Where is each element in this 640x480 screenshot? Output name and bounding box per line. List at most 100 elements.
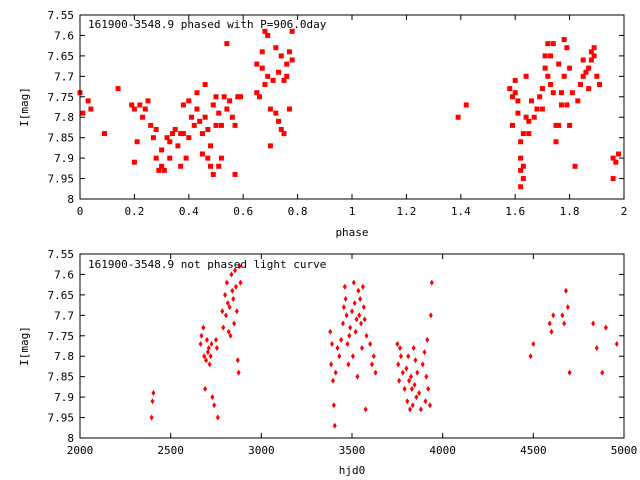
data-point [553,139,559,145]
data-point [556,122,562,128]
data-point [220,308,225,315]
data-point [463,102,469,108]
data-point [420,361,425,368]
data-point [591,53,597,59]
data-point [586,86,592,92]
x-tick-label: 1.8 [560,205,580,218]
phased-chart-xlabel: phase [335,226,368,239]
data-point [558,102,564,108]
data-point [408,406,413,413]
phased-chart-ylabel: I[mag] [18,87,31,127]
data-point [523,73,529,79]
x-tick-label: 0.8 [288,205,308,218]
data-point [364,332,369,339]
data-point [206,345,211,352]
data-point [358,295,363,302]
data-point [164,135,170,141]
data-point [129,102,135,108]
data-point [254,90,260,96]
x-tick-label: 4000 [429,444,456,457]
data-point [423,398,428,405]
data-point [351,279,356,286]
data-point [150,398,155,405]
data-point [362,316,367,323]
data-point [575,98,581,104]
data-point [428,312,433,319]
data-point [161,167,167,173]
data-point [262,28,268,34]
data-point [330,340,335,347]
y-tick-label: 7.75 [48,91,75,104]
data-point [180,131,186,137]
data-point [223,312,228,319]
data-point [140,114,146,120]
data-point [205,155,211,161]
data-point [398,345,403,352]
phased-chart-points [77,28,622,190]
data-point [227,304,232,311]
data-point [232,171,238,177]
data-point [194,90,200,96]
data-point [203,385,208,392]
data-point [534,106,540,112]
x-tick-label: 4500 [520,444,547,457]
data-point [234,308,239,315]
data-point [199,151,205,157]
data-point [198,340,203,347]
data-point [150,135,156,141]
data-point [410,402,415,409]
data-point [267,143,273,149]
data-point [507,86,513,92]
data-point [221,94,227,100]
data-point [175,143,181,149]
data-point [526,118,532,124]
data-point [347,332,352,339]
data-point [408,373,413,380]
data-point [335,345,340,352]
data-point [224,41,230,47]
x-tick-label: 0.4 [179,205,199,218]
data-point [560,312,565,319]
data-point [208,143,214,149]
y-tick-label: 7.6 [54,268,74,281]
x-tick-label: 0.2 [124,205,144,218]
unphased-chart-xlabel: hjd0 [339,464,366,477]
phased-chart-ticks: 0 0.2 0.4 0.6 0.8 1 1.2 1.4 1.6 1.8 2 7.55 7.6 7.65 7.… [48,9,628,218]
data-point [209,340,214,347]
data-point [159,147,165,153]
data-point [529,98,535,104]
data-point [548,53,554,59]
data-point [236,369,241,376]
data-point [561,37,567,43]
data-point [259,49,265,55]
data-point [542,65,548,71]
data-point [414,394,419,401]
y-tick-label: 8 [67,432,74,445]
data-point [232,320,237,327]
data-point [235,357,240,364]
data-point [417,390,422,397]
data-point [352,300,357,307]
data-point [233,283,238,290]
x-tick-label: 1.4 [451,205,471,218]
data-point [289,57,295,63]
y-tick-label: 7.95 [48,173,75,186]
data-point [531,340,536,347]
data-point [545,73,551,79]
data-point [172,126,178,132]
x-tick-label: 2000 [67,444,94,457]
data-point [545,41,551,47]
data-point [616,151,622,157]
y-tick-label: 7.95 [48,412,75,425]
data-point [137,102,143,108]
data-point [259,65,265,71]
data-point [515,98,521,104]
data-point [235,94,241,100]
data-point [556,61,562,67]
data-point [588,49,594,55]
data-point [341,304,346,311]
data-point [396,361,401,368]
data-point [210,394,215,401]
data-point [237,94,243,100]
data-point [197,118,203,124]
